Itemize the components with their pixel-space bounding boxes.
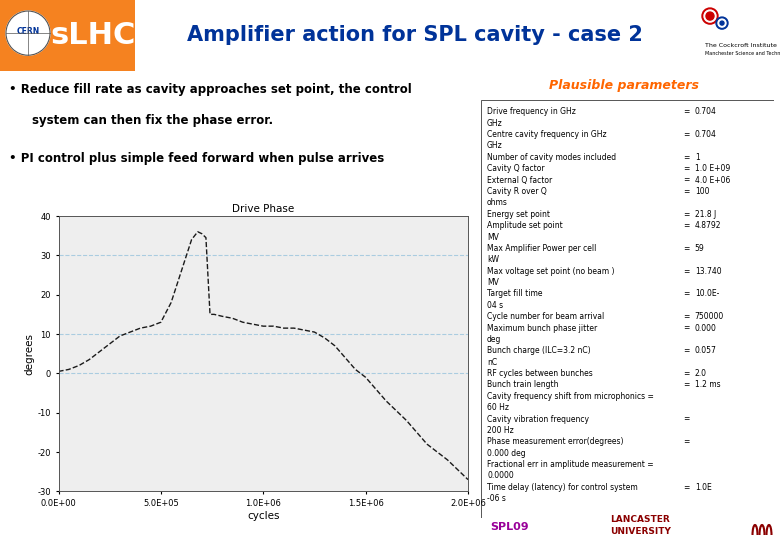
Text: 1.0E: 1.0E bbox=[695, 483, 711, 492]
Text: -06 s: -06 s bbox=[487, 494, 506, 503]
Text: CERN: CERN bbox=[16, 26, 40, 36]
Text: • Reduce fill rate as cavity approaches set point, the control: • Reduce fill rate as cavity approaches … bbox=[9, 83, 411, 96]
Circle shape bbox=[718, 19, 726, 27]
Text: nC: nC bbox=[487, 357, 497, 367]
Circle shape bbox=[720, 21, 724, 25]
Text: Cavity R over Q: Cavity R over Q bbox=[487, 187, 547, 196]
Text: Amplitude set point: Amplitude set point bbox=[487, 221, 563, 230]
Text: =: = bbox=[682, 244, 690, 253]
Text: =: = bbox=[682, 415, 690, 423]
Text: 59: 59 bbox=[695, 244, 704, 253]
Text: =: = bbox=[682, 267, 690, 275]
Text: Target fill time: Target fill time bbox=[487, 289, 543, 299]
Circle shape bbox=[716, 17, 728, 29]
Text: External Q factor: External Q factor bbox=[487, 176, 552, 185]
Text: SPL09: SPL09 bbox=[490, 522, 529, 532]
Text: Centre cavity frequency in GHz: Centre cavity frequency in GHz bbox=[487, 130, 607, 139]
Text: The Cockcroft Institute: The Cockcroft Institute bbox=[705, 43, 777, 48]
Text: Cavity frequency shift from microphonics =: Cavity frequency shift from microphonics… bbox=[487, 392, 654, 401]
Text: 4.8792: 4.8792 bbox=[695, 221, 722, 230]
Text: =: = bbox=[682, 176, 690, 185]
Text: 0.704: 0.704 bbox=[695, 107, 717, 116]
Text: 13.740: 13.740 bbox=[695, 267, 722, 275]
Circle shape bbox=[702, 8, 718, 24]
Text: =: = bbox=[682, 107, 690, 116]
Text: Fractional err in amplitude measurement =: Fractional err in amplitude measurement … bbox=[487, 460, 654, 469]
Text: =: = bbox=[682, 346, 690, 355]
Text: 0.0000: 0.0000 bbox=[487, 471, 514, 481]
Text: GHz: GHz bbox=[487, 119, 503, 128]
Text: ohms: ohms bbox=[487, 198, 508, 207]
Text: Maximum bunch phase jitter: Maximum bunch phase jitter bbox=[487, 323, 597, 333]
Text: MV: MV bbox=[487, 233, 499, 241]
Text: 100: 100 bbox=[695, 187, 709, 196]
Text: 60 Hz: 60 Hz bbox=[487, 403, 509, 412]
Text: =: = bbox=[682, 369, 690, 378]
Text: 0.057: 0.057 bbox=[695, 346, 717, 355]
Text: =: = bbox=[682, 164, 690, 173]
Text: 1.0 E+09: 1.0 E+09 bbox=[695, 164, 730, 173]
Text: Amplifier action for SPL cavity - case 2: Amplifier action for SPL cavity - case 2 bbox=[187, 25, 643, 45]
Y-axis label: degrees: degrees bbox=[24, 333, 34, 375]
Text: deg: deg bbox=[487, 335, 502, 344]
Text: 1.2 ms: 1.2 ms bbox=[695, 380, 721, 389]
Text: =: = bbox=[682, 210, 690, 219]
Text: =: = bbox=[682, 221, 690, 230]
Text: Cavity vibration frequency: Cavity vibration frequency bbox=[487, 415, 589, 423]
Text: RF cycles between bunches: RF cycles between bunches bbox=[487, 369, 593, 378]
X-axis label: cycles: cycles bbox=[247, 511, 279, 521]
Text: kW: kW bbox=[487, 255, 499, 264]
Text: Max Amplifier Power per cell: Max Amplifier Power per cell bbox=[487, 244, 597, 253]
Text: sLHC: sLHC bbox=[51, 21, 136, 50]
Title: Drive Phase: Drive Phase bbox=[232, 204, 294, 214]
Text: =: = bbox=[682, 483, 690, 492]
Text: 4.0 E+06: 4.0 E+06 bbox=[695, 176, 730, 185]
Text: =: = bbox=[682, 323, 690, 333]
Text: • PI control plus simple feed forward when pulse arrives: • PI control plus simple feed forward wh… bbox=[9, 152, 384, 165]
Text: Manchester Science and Technology: Manchester Science and Technology bbox=[705, 51, 780, 56]
Text: Cavity Q factor: Cavity Q factor bbox=[487, 164, 544, 173]
Text: =: = bbox=[682, 130, 690, 139]
Text: 21.8 J: 21.8 J bbox=[695, 210, 716, 219]
Text: =: = bbox=[682, 187, 690, 196]
Text: Bunch charge (ILC=3.2 nC): Bunch charge (ILC=3.2 nC) bbox=[487, 346, 590, 355]
Text: 1: 1 bbox=[695, 153, 700, 162]
Text: MV: MV bbox=[487, 278, 499, 287]
Text: LANCASTER: LANCASTER bbox=[610, 516, 670, 524]
Text: Energy set point: Energy set point bbox=[487, 210, 550, 219]
Text: Number of cavity modes included: Number of cavity modes included bbox=[487, 153, 616, 162]
Text: =: = bbox=[682, 312, 690, 321]
Circle shape bbox=[704, 10, 716, 22]
Text: 750000: 750000 bbox=[695, 312, 724, 321]
Text: Drive frequency in GHz: Drive frequency in GHz bbox=[487, 107, 576, 116]
Text: Max voltage set point (no beam ): Max voltage set point (no beam ) bbox=[487, 267, 615, 275]
Text: 0.000 deg: 0.000 deg bbox=[487, 449, 526, 457]
Text: 0.000: 0.000 bbox=[695, 323, 717, 333]
Text: Time delay (latency) for control system: Time delay (latency) for control system bbox=[487, 483, 638, 492]
Text: GHz: GHz bbox=[487, 141, 503, 151]
Text: system can then fix the phase error.: system can then fix the phase error. bbox=[32, 113, 273, 126]
Text: UNIVERSITY: UNIVERSITY bbox=[610, 528, 671, 537]
Text: =: = bbox=[682, 289, 690, 299]
Text: Plausible parameters: Plausible parameters bbox=[549, 78, 699, 92]
Text: =: = bbox=[682, 437, 690, 446]
Text: 2.0: 2.0 bbox=[695, 369, 707, 378]
Text: 10.0E-: 10.0E- bbox=[695, 289, 719, 299]
Text: Bunch train length: Bunch train length bbox=[487, 380, 558, 389]
Bar bbox=[0, 0, 135, 71]
Text: Cycle number for beam arrival: Cycle number for beam arrival bbox=[487, 312, 604, 321]
Circle shape bbox=[706, 12, 714, 20]
Text: 200 Hz: 200 Hz bbox=[487, 426, 514, 435]
Text: 04 s: 04 s bbox=[487, 301, 503, 310]
Circle shape bbox=[6, 11, 50, 55]
Text: Phase measurement error(degrees): Phase measurement error(degrees) bbox=[487, 437, 624, 446]
Text: 0.704: 0.704 bbox=[695, 130, 717, 139]
Text: =: = bbox=[682, 380, 690, 389]
Text: =: = bbox=[682, 153, 690, 162]
